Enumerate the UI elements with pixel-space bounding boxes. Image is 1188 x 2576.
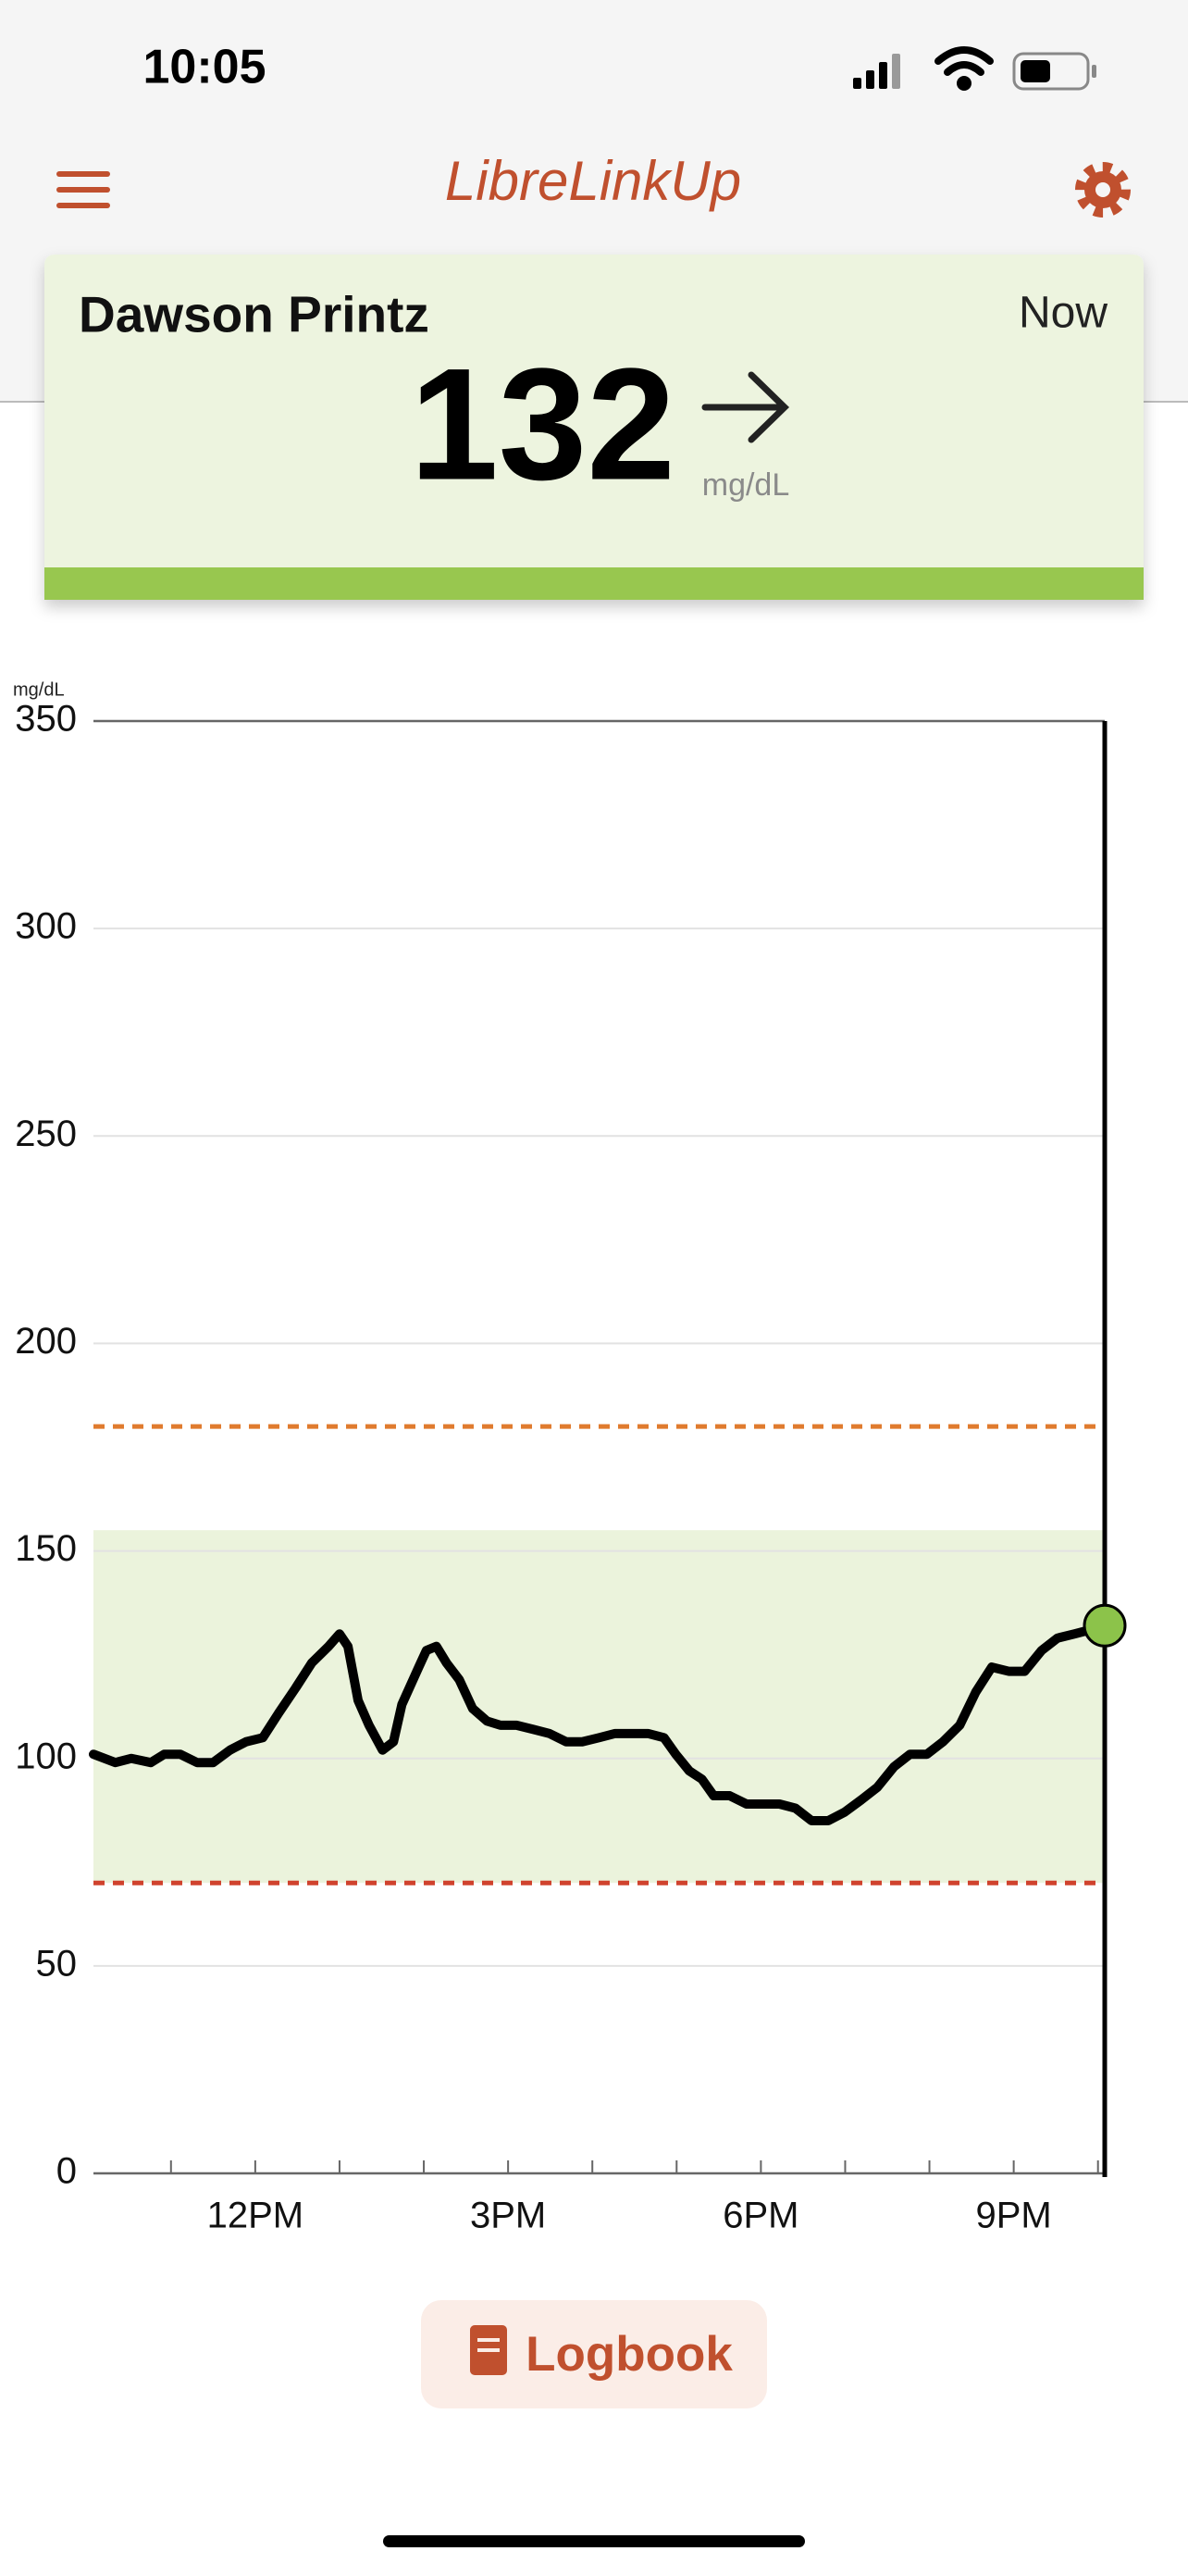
app-title: LibreLinkUp: [445, 150, 741, 212]
battery-icon: [1012, 52, 1096, 91]
home-indicator: [383, 2535, 805, 2547]
y-tick-label: 300: [15, 906, 77, 947]
reading-time: Now: [1019, 289, 1108, 338]
y-tick-label: 50: [36, 1943, 78, 1984]
target-range: [93, 1530, 1105, 1884]
y-unit-label: mg/dL: [13, 679, 65, 700]
patient-name: Dawson Printz: [79, 286, 429, 343]
logbook-label[interactable]: Logbook: [526, 2327, 733, 2382]
book-icon: [470, 2325, 507, 2375]
glucose-chart: 0 50 100 150 200 250 300 350 12PM 3PM 6PM 9PM: [15, 699, 1127, 2236]
y-tick-label: 250: [15, 1114, 77, 1154]
status-bar-green: [44, 567, 1144, 600]
settings-icon[interactable]: [1075, 162, 1131, 218]
glucose-line: [89, 1621, 1109, 1825]
x-tick-label: 6PM: [723, 2196, 798, 2236]
wifi-icon: [934, 46, 994, 91]
current-marker: [1083, 1603, 1127, 1648]
glucose-value: 132: [410, 335, 675, 513]
trend-arrow: [701, 371, 790, 443]
reading-card: [44, 255, 1144, 600]
y-tick-label: 350: [15, 699, 77, 740]
menu-icon[interactable]: [56, 171, 110, 208]
glucose-unit: mg/dL: [702, 467, 790, 503]
y-tick-label: 150: [15, 1528, 77, 1569]
y-tick-label: 0: [56, 2151, 77, 2192]
y-tick-label: 100: [15, 1736, 77, 1776]
logbook-button[interactable]: [421, 2300, 767, 2408]
x-tick-label: 12PM: [207, 2196, 304, 2236]
x-tick-label: 3PM: [470, 2196, 546, 2236]
signal-icon: [853, 54, 900, 89]
x-tick-label: 9PM: [976, 2196, 1052, 2236]
status-time: 10:05: [143, 41, 266, 94]
y-tick-label: 200: [15, 1321, 77, 1362]
